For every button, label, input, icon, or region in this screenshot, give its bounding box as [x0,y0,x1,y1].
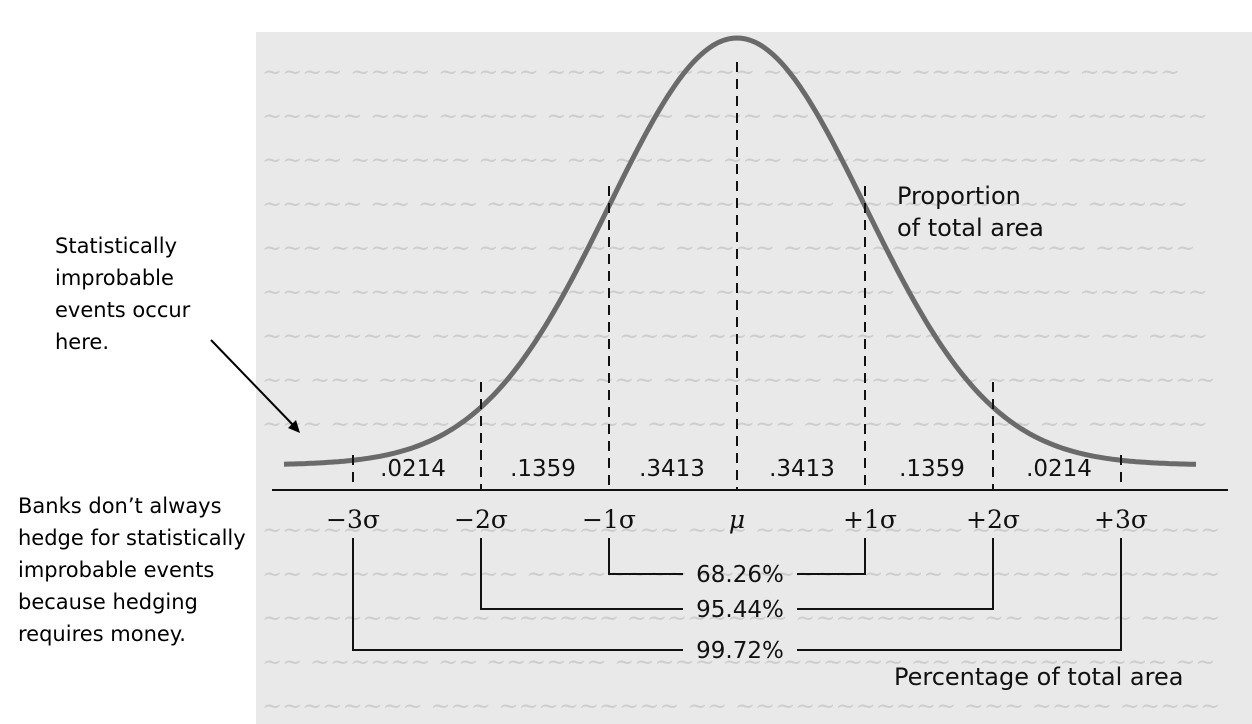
tick-minus-1-sigma: −1σ [582,505,636,534]
svg-text:~~ ~~~ ~~~~~ ~~~~~ ~~~ ~~~~~~~: ~~ ~~~ ~~~~~ ~~~~~ ~~~ ~~~~~~~~ ~~~~~ ~~… [262,366,1215,394]
bracket-3-sigma [352,538,683,651]
area-label-6: .0214 [1026,456,1092,482]
annotation-arrow [210,339,300,433]
svg-text:~~~~~ ~~~ ~~~~~ ~~~ ~~~ ~~~~ ~: ~~~~~ ~~~ ~~~~~ ~~~ ~~~ ~~~~ ~~ ~~~~~~~~… [262,102,1208,130]
sigma-dashed-lines [352,62,1122,490]
svg-text:~~~ ~~~~~~~ ~~~ ~~~~~~ ~~~~~ ~: ~~~ ~~~~~~~ ~~~ ~~~~~~ ~~~~~ ~~~~ ~~~~~ … [262,234,1195,262]
svg-text:~~~~~~~~ ~~~ ~~~~~~~~~ ~~ ~~~~: ~~~~~~~~ ~~~ ~~~~~~~~~ ~~ ~~~~~~~~~~~ ~~… [262,692,1220,720]
proportion-of-total-area-label: Proportion of total area [897,182,1044,242]
percentage-99: 99.72% [696,638,784,664]
area-label-4: .3413 [769,456,835,482]
tick-plus-2-sigma: +2σ [966,505,1020,534]
area-label-5: .1359 [899,456,965,482]
bracket-3-sigma-right [797,538,1122,651]
tick-plus-3-sigma: +3σ [1094,505,1148,534]
percentage-95: 95.44% [696,597,784,623]
svg-text:~~~~~ ~~~~ ~~~~~~~~~~~ ~~~ ~~~: ~~~~~ ~~~~ ~~~~~~~~~~~ ~~~ ~~~~ ~~~~~~ ~… [262,516,1220,544]
svg-text:~~~~~ ~~ ~~~ ~~~~~~~~ ~~~~~~~~: ~~~~~ ~~ ~~~ ~~~~~~~~ ~~~~~~~~~ ~~~~~ ~~… [262,190,1188,218]
svg-text:~~~~ ~~~~ ~~~~~ ~~~ ~~~~~~~ ~~: ~~~~ ~~~~ ~~~~~ ~~~ ~~~~~~~ ~~~~~~~ ~~~~… [262,58,1180,86]
tick-minus-2-sigma: −2σ [454,505,508,534]
tick-plus-1-sigma: +1σ [843,505,897,534]
bracket-2-sigma [480,538,683,610]
svg-text:~~ ~~~~~~~ ~~~ ~~~~~~~~ ~~~~~~: ~~ ~~~~~~~ ~~~ ~~~~~~~~ ~~~~~~~~ ~~~~ ~~… [262,560,1220,588]
bleed-through-text: ~~~~ ~~~~ ~~~~~ ~~~ ~~~~~~~ ~~~~~~~ ~~~~… [262,58,1220,720]
area-label-2: .1359 [510,456,576,482]
arrow-head-icon [288,420,300,433]
svg-text:~~~~~~~~ ~~~~~~~~~ ~~~~ ~~~~~: ~~~~~~~~ ~~~~~~~~~ ~~~~ ~~~~~ ~~~ ~~~~~ … [262,322,1208,350]
curve-label-line: Proportion [897,182,1021,210]
bracket-1-sigma-right [797,538,866,575]
svg-text:~~~~ ~~~~~~ ~~~~ ~~ ~~~~~ ~~~: ~~~~ ~~~~~~ ~~~~ ~~ ~~~~~ ~~~ ~~~~~~~~ ~… [262,146,1208,174]
svg-text:~~ ~~~~~~ ~~ ~~~~~~ ~~~~~ ~~~~: ~~ ~~~~~~ ~~ ~~~~~~ ~~~~~ ~~~~~~~~~ ~~ ~… [262,648,1215,676]
tick-mean: μ [729,505,745,534]
bracket-1-sigma [608,538,683,575]
normal-curve [283,35,1196,467]
svg-text:~~~~~~~~ ~~~ ~~~~~~ ~~~~~~~~ ~: ~~~~~~~~ ~~~ ~~~~~~ ~~~~~~~~ ~~~~~~~~~ ~… [262,604,1220,632]
area-label-1: .0214 [380,456,446,482]
bracket-2-sigma-right [797,538,994,610]
area-label-3: .3413 [639,456,705,482]
curve-label-line: of total area [897,214,1044,242]
percentage-of-total-area-label: Percentage of total area [894,663,1183,691]
annotation-banks-hedging: Banks don’t always hedge for statistical… [18,494,246,646]
percentage-brackets [352,538,1122,651]
tick-minus-3-sigma: −3σ [326,505,380,534]
percentage-68: 68.26% [696,562,784,588]
svg-text:~~~~ ~~~~~~ ~~~ ~~~~~~~~ ~~~~~: ~~~~ ~~~~~~ ~~~ ~~~~~~~~ ~~~~~~~~~ ~~~ ~… [262,278,1208,306]
svg-text:~~~ ~~~~~~ ~~~~~~~~~ ~~~~ ~~~: ~~~ ~~~~~~ ~~~~~~~~~ ~~~~ ~~~ ~~~~~ ~~~~… [262,410,1208,438]
annotation-improbable-events: Statistically improbable events occur he… [55,234,191,354]
scanned-page-background [256,32,1252,724]
